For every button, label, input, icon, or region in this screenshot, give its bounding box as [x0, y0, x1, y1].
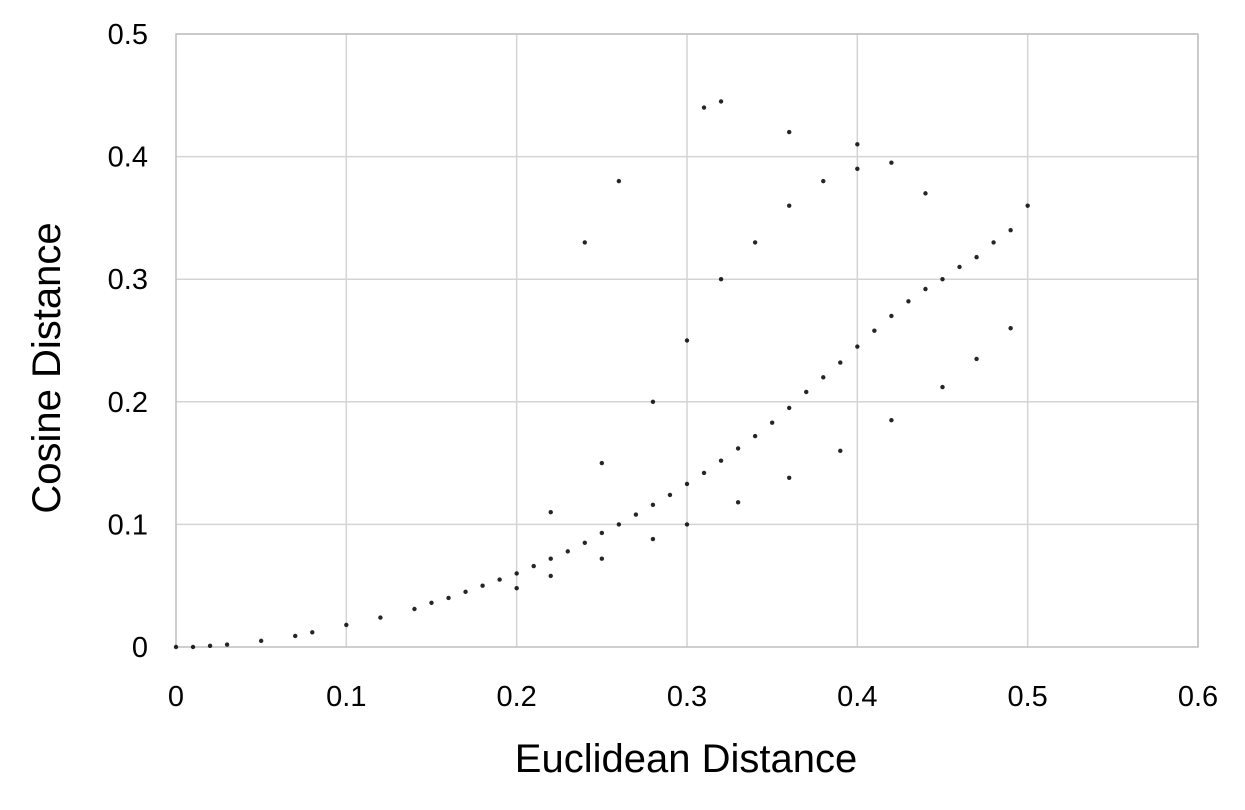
data-point: [718, 277, 724, 282]
data-point: [344, 622, 349, 628]
data-point: [429, 600, 434, 606]
x-tick-label: 0.6: [1178, 681, 1218, 713]
data-point: [378, 615, 383, 620]
y-tick-label: 0.5: [108, 19, 148, 51]
data-point: [582, 540, 587, 545]
data-point: [531, 563, 536, 569]
y-tick-label: 0.4: [108, 142, 148, 174]
y-axis-title: Cosine Distance: [25, 222, 69, 513]
plot-frame: [175, 33, 1199, 648]
y-tick-label: 0.2: [108, 387, 148, 419]
data-point: [821, 375, 826, 380]
data-point: [735, 500, 741, 505]
data-point: [548, 509, 553, 515]
y-tick-label: 0.3: [108, 264, 148, 296]
x-tick-label: 0: [168, 681, 184, 713]
x-tick-label: 0.2: [497, 681, 537, 713]
data-point: [548, 556, 553, 561]
data-point: [650, 502, 656, 507]
data-point: [974, 254, 979, 260]
x-tick-label: 0.5: [1008, 681, 1048, 713]
data-point: [463, 589, 468, 595]
data-point: [787, 129, 792, 135]
data-point: [684, 338, 690, 343]
x-tick-label: 0.1: [326, 681, 366, 713]
data-point: [752, 240, 758, 245]
data-point: [258, 638, 264, 644]
data-point: [1008, 326, 1013, 331]
data-point: [207, 643, 213, 648]
tick-labels: 0 0.1 0.2 0.3 0.4 0.5 0 0.1 0.2 0.3 0.4 0.5 0.6: [108, 19, 1218, 713]
data-point: [514, 585, 519, 591]
data-point: [497, 577, 502, 582]
data-point: [838, 448, 843, 454]
data-point: [906, 299, 911, 304]
data-point: [565, 549, 570, 554]
data-point: [514, 571, 519, 576]
data-point: [446, 595, 451, 601]
data-point: [957, 264, 962, 270]
data-point: [838, 360, 843, 365]
y-tick-label: 0.1: [108, 509, 148, 541]
x-tick-label: 0.3: [667, 681, 707, 713]
data-point: [872, 328, 877, 333]
data-point: [855, 344, 860, 349]
data-point: [650, 399, 656, 404]
data-point: [735, 446, 741, 451]
data-point: [718, 458, 724, 463]
data-point: [480, 583, 485, 588]
data-point: [991, 240, 996, 245]
data-point: [923, 286, 928, 292]
data-point: [804, 389, 809, 395]
data-point: [821, 178, 826, 184]
data-point: [633, 512, 639, 517]
data-point: [616, 178, 622, 184]
data-point: [718, 99, 724, 104]
data-point: [1025, 203, 1030, 208]
data-point: [173, 644, 179, 650]
data-point: [923, 191, 928, 196]
data-point: [1008, 227, 1013, 233]
data-point: [190, 644, 196, 650]
data-point: [787, 203, 792, 208]
data-point: [974, 356, 979, 362]
data-point: [412, 606, 417, 612]
data-point: [855, 166, 860, 172]
y-tick-label: 0: [132, 632, 148, 664]
data-point: [310, 630, 315, 635]
data-point: [701, 470, 707, 476]
x-tick-label: 0.4: [837, 681, 877, 713]
data-point: [582, 240, 587, 245]
x-axis-title: Euclidean Distance: [515, 737, 857, 781]
data-point: [684, 481, 690, 487]
data-point: [752, 433, 758, 439]
data-point: [599, 556, 605, 561]
data-point: [701, 105, 707, 110]
data-point: [599, 530, 605, 536]
data-point: [855, 142, 860, 147]
data-point: [889, 313, 894, 319]
data-point: [650, 536, 656, 542]
data-point: [940, 277, 945, 282]
data-point: [616, 522, 622, 527]
data-point: [684, 522, 690, 527]
data-point: [787, 405, 792, 411]
data-point: [224, 642, 230, 647]
data-point: [293, 633, 298, 639]
data-point: [548, 573, 553, 579]
data-point: [599, 460, 605, 466]
data-point: [889, 417, 894, 423]
data-point: [940, 384, 945, 390]
data-point: [787, 475, 792, 481]
grid-layer: [175, 33, 1199, 648]
points-layer: [173, 99, 1030, 650]
data-point: [667, 492, 673, 498]
data-point: [889, 160, 894, 165]
data-point: [769, 420, 775, 425]
